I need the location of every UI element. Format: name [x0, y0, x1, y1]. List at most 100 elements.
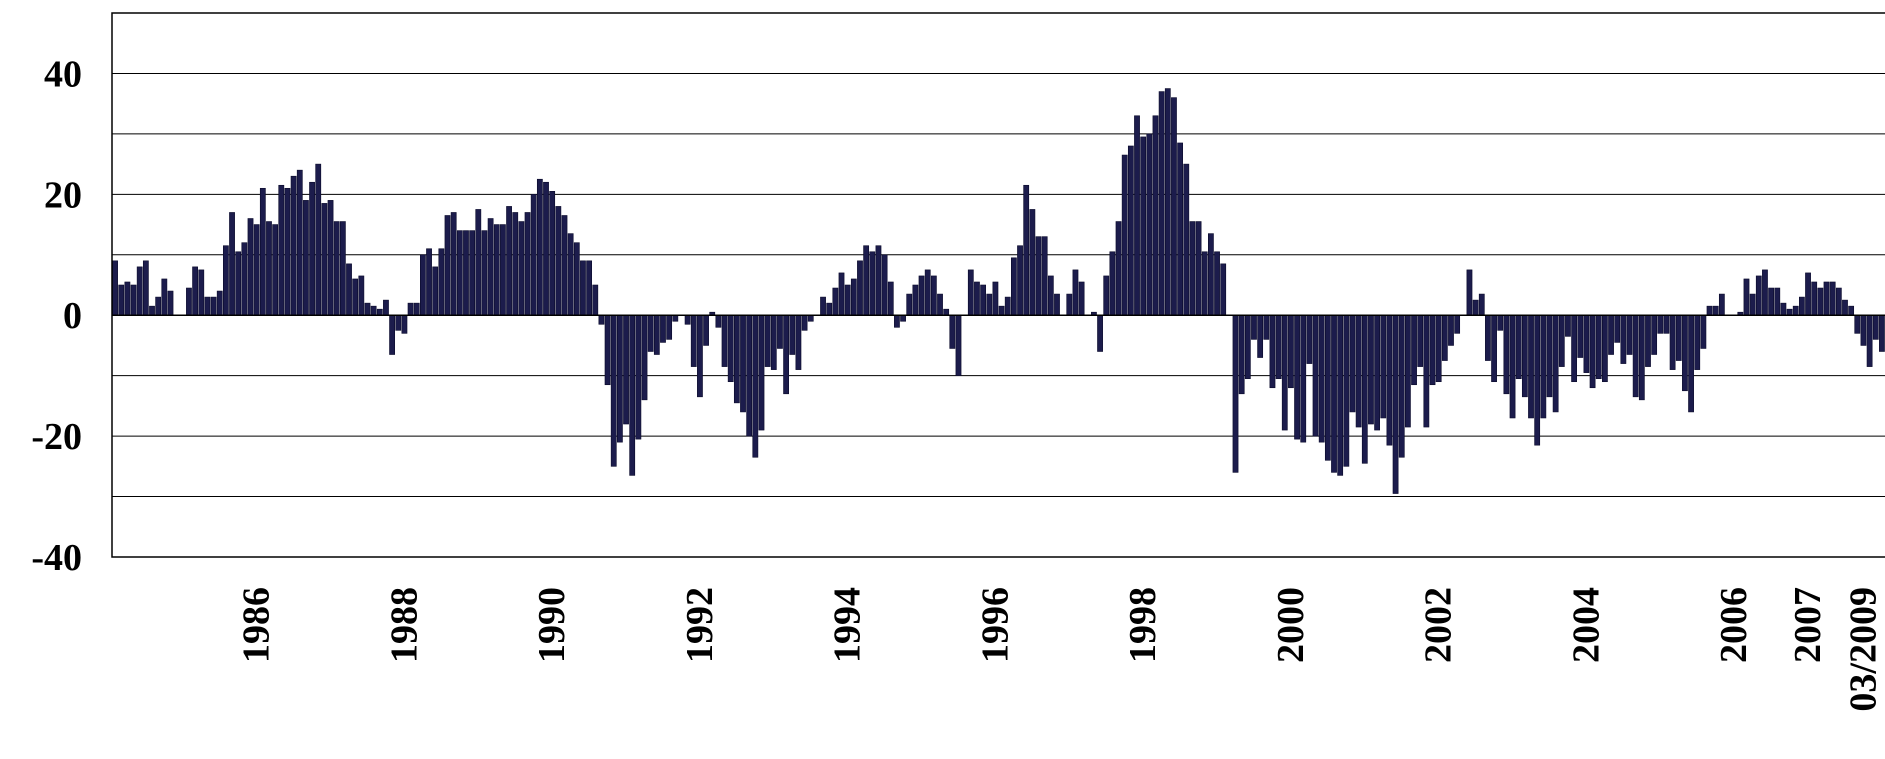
bar	[592, 284, 599, 316]
bar	[1257, 314, 1264, 358]
bar	[370, 305, 377, 316]
bar	[986, 293, 993, 316]
bar	[1214, 251, 1220, 316]
bar	[690, 314, 697, 367]
bar	[1571, 314, 1577, 383]
bar	[789, 314, 796, 355]
bar	[1435, 314, 1442, 383]
bar	[216, 290, 223, 316]
bar	[1558, 314, 1565, 367]
x-tick-label: 1998	[1122, 587, 1164, 663]
bar	[653, 314, 660, 355]
bar	[524, 212, 531, 316]
bar	[1774, 287, 1781, 316]
bar	[315, 163, 322, 316]
bar	[1201, 251, 1208, 316]
bar	[376, 308, 383, 316]
bar	[1398, 314, 1405, 458]
bar	[530, 194, 537, 316]
bar	[918, 275, 925, 316]
bar	[210, 296, 217, 316]
bar	[887, 281, 894, 316]
bar	[1799, 296, 1805, 316]
bar	[1805, 272, 1811, 316]
bar	[1306, 314, 1313, 364]
bar	[684, 314, 691, 325]
x-tick-label: 2000	[1270, 587, 1312, 663]
bar	[1872, 314, 1879, 340]
bar	[703, 314, 709, 346]
x-tick-label: 2007	[1787, 587, 1829, 663]
bar	[752, 314, 759, 458]
bar	[309, 181, 315, 316]
bar	[229, 212, 235, 316]
bar	[1337, 314, 1344, 476]
bar	[1238, 314, 1245, 395]
bar	[321, 203, 328, 316]
bar	[487, 218, 494, 316]
bar	[1017, 245, 1023, 316]
bar	[1423, 314, 1430, 428]
bar	[389, 314, 395, 355]
bar	[1349, 314, 1356, 413]
bar	[1029, 209, 1036, 316]
bar	[617, 314, 623, 443]
bar	[838, 272, 845, 316]
bar	[1115, 221, 1122, 316]
bar	[481, 230, 488, 316]
bar	[235, 251, 242, 316]
bar	[1682, 314, 1688, 392]
bar	[869, 251, 876, 316]
bar	[1755, 275, 1762, 316]
bar	[980, 284, 986, 316]
bar	[1749, 293, 1756, 316]
bar	[610, 314, 617, 467]
bar	[167, 290, 174, 316]
bar	[857, 260, 863, 316]
bar	[1552, 314, 1559, 413]
bar	[1244, 314, 1251, 379]
bar	[1762, 269, 1768, 316]
bar	[1860, 314, 1867, 346]
bar	[1792, 305, 1799, 316]
bar	[500, 224, 506, 316]
bar	[697, 314, 703, 398]
x-tick-label: 1990	[531, 587, 573, 663]
bar	[1823, 281, 1830, 316]
bar	[881, 254, 888, 316]
bar	[112, 260, 118, 316]
bar	[401, 314, 408, 334]
bar	[1448, 314, 1454, 346]
bar	[641, 314, 648, 401]
bar	[284, 187, 291, 316]
bar	[1657, 314, 1664, 334]
bar	[438, 248, 445, 316]
bar	[1848, 305, 1855, 316]
bar	[1602, 314, 1608, 383]
bar	[647, 314, 654, 352]
bar	[715, 314, 722, 328]
bar	[1515, 314, 1522, 379]
bar	[795, 314, 802, 370]
bar	[727, 314, 734, 383]
bar	[475, 209, 482, 316]
bar	[826, 302, 833, 316]
bar	[660, 314, 666, 343]
bar	[333, 221, 340, 316]
bar	[820, 296, 826, 316]
bar	[1700, 314, 1707, 349]
bar	[1004, 296, 1011, 316]
bar	[1675, 314, 1682, 361]
bar	[1294, 314, 1300, 440]
bar	[1663, 314, 1670, 334]
bar	[1497, 314, 1504, 331]
bar	[506, 206, 512, 316]
bar	[801, 314, 808, 331]
bar	[949, 314, 956, 349]
bar	[456, 230, 463, 316]
bar	[493, 224, 500, 316]
bar	[1429, 314, 1436, 386]
bar	[1331, 314, 1337, 473]
bar	[1768, 287, 1774, 316]
